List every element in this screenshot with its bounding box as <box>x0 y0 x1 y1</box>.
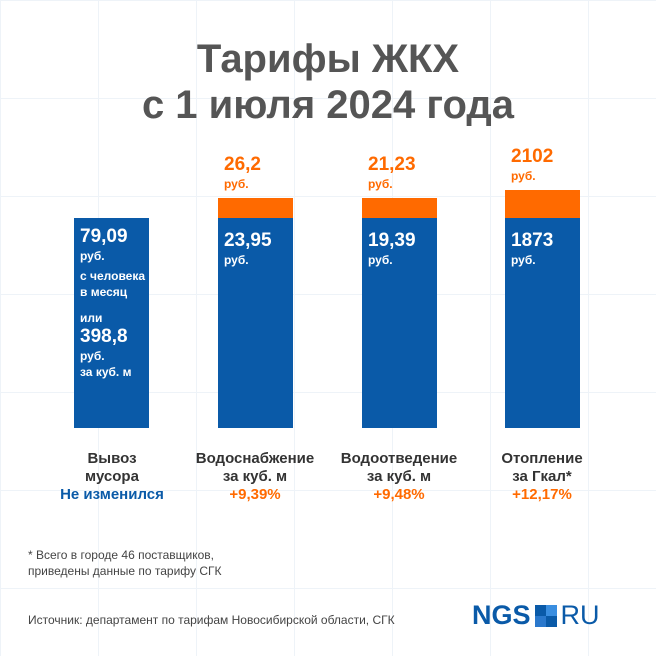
bar-old-segment: 79,09 руб. с человека в месяц или 398,8 … <box>74 218 149 428</box>
category-label: Отопление за Гкал* +12,17% <box>501 450 583 503</box>
footnote: * Всего в городе 46 поставщиков, приведен… <box>28 548 222 578</box>
bar-old-segment: 23,95 руб. <box>218 218 293 428</box>
ngs-logo: NGS RU <box>472 600 600 630</box>
bar-increase-segment <box>505 190 580 218</box>
bar-water: 26,2 руб. 23,95 руб. <box>218 154 293 428</box>
bar-heating: 2102 руб. 1873 руб. <box>505 146 580 428</box>
bar-old-segment: 1873 руб. <box>505 218 580 428</box>
category-label: Водоснабжение за куб. м +9,39% <box>195 450 315 503</box>
bar-old-segment: 19,39 руб. <box>362 218 437 428</box>
logo-squares-icon <box>534 604 557 627</box>
source-text: Источник: департамент по тарифам Новосиб… <box>28 613 395 627</box>
bar-sewage: 21,23 руб. 19,39 руб. <box>362 154 437 428</box>
bar-increase-segment <box>362 198 437 218</box>
category-label: Водоотведение за куб. м +9,48% <box>340 450 458 503</box>
bar-increase-segment <box>218 198 293 218</box>
category-label: Вывоз мусора Не изменился <box>60 450 164 503</box>
bar-garbage: 79,09 руб. с человека в месяц или 398,8 … <box>74 218 149 428</box>
chart-title: Тарифы ЖКХ с 1 июля 2024 года <box>141 37 515 127</box>
